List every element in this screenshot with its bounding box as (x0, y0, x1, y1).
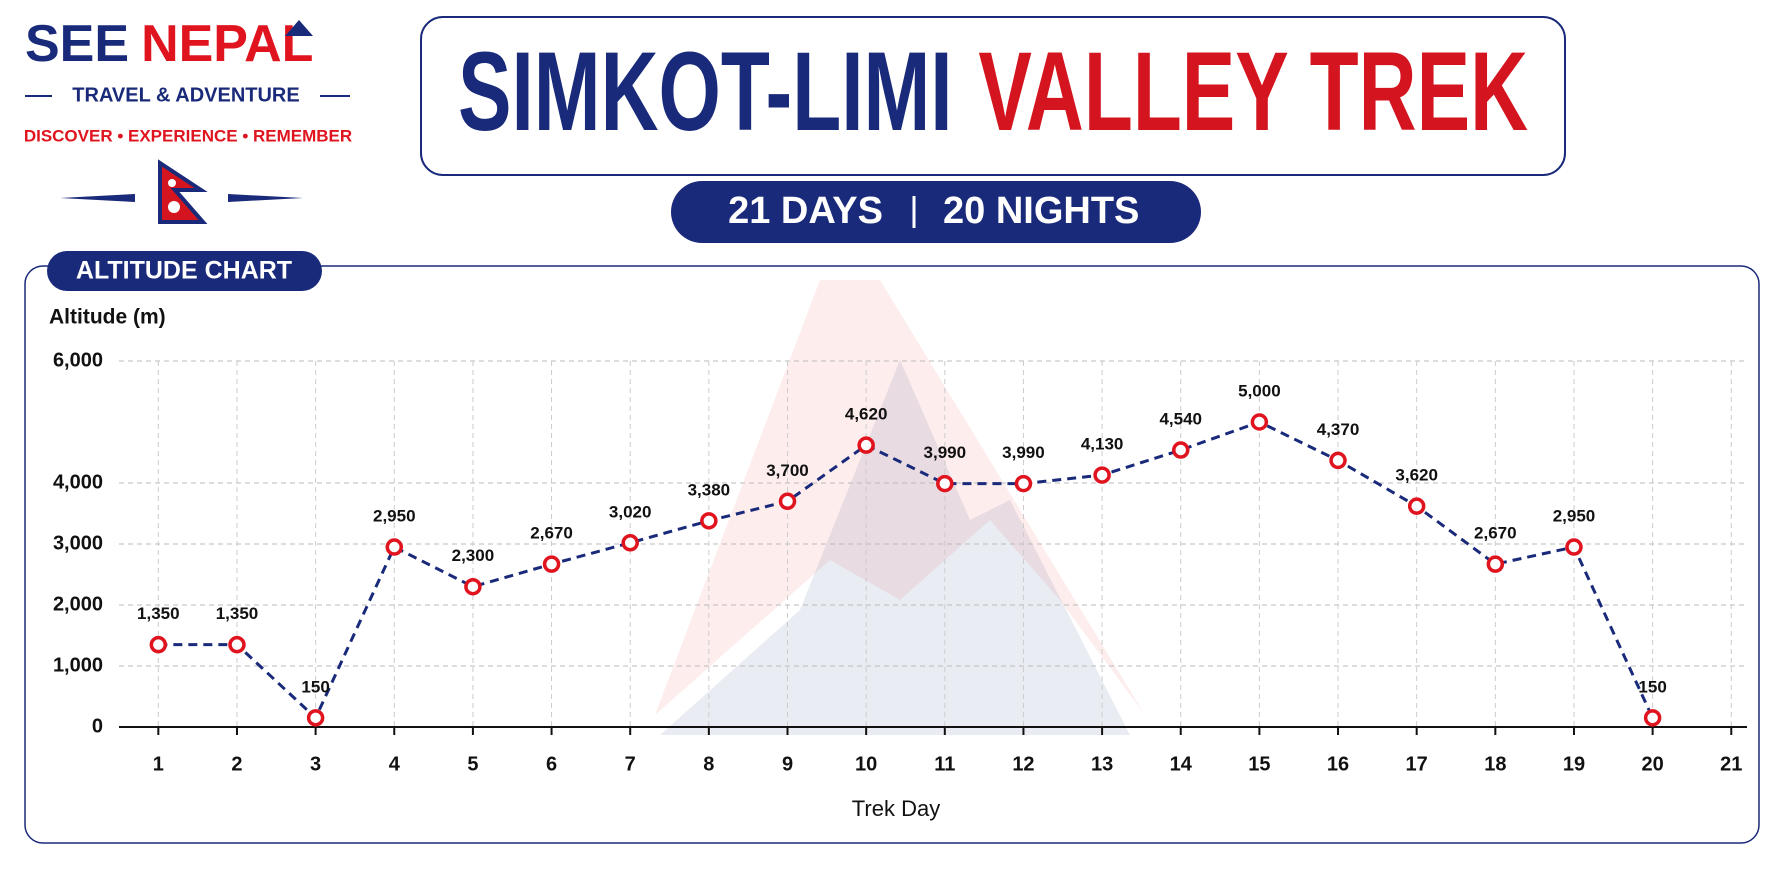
value-label: 2,670 (1474, 524, 1517, 543)
brand-sub: TRAVEL & ADVENTURE (72, 84, 299, 106)
point (149, 635, 168, 654)
x-tick-label: 7 (625, 753, 636, 775)
x-tick-label: 13 (1091, 753, 1113, 775)
value-label: 150 (301, 677, 329, 696)
point (542, 555, 561, 573)
flag (158, 159, 208, 224)
point (228, 635, 246, 654)
point (306, 709, 325, 727)
x-tick-label: 17 (1406, 753, 1428, 775)
brand-part: NEPAL (141, 15, 313, 73)
x-tick-label: 16 (1327, 753, 1349, 775)
y-tick-label: 2,000 (53, 593, 103, 615)
x-tick-label: 3 (310, 753, 321, 775)
title-part: VALLEY TREK (978, 29, 1528, 154)
motto: DISCOVER • EXPERIENCE • REMEMBER (24, 126, 352, 145)
x-tick-label: 20 (1641, 753, 1663, 775)
point (1250, 413, 1269, 431)
point (936, 474, 954, 493)
x-tick-label: 19 (1563, 753, 1585, 775)
value-label: 2,670 (530, 524, 573, 543)
value-label: 3,990 (924, 443, 967, 462)
y-tick-label: 6,000 (53, 349, 103, 371)
y-tick-label: 3,000 (53, 532, 103, 554)
altitude-line (158, 420, 1654, 721)
point (385, 538, 404, 556)
title-box (420, 16, 1566, 176)
nights: 20 NIGHTS (943, 190, 1139, 232)
x-tick-label: 14 (1170, 753, 1193, 775)
point (700, 512, 718, 530)
x-tick-label: 12 (1012, 753, 1034, 775)
value-label: 4,130 (1081, 435, 1124, 454)
flag-sun (168, 201, 180, 213)
duration-pill (671, 181, 1201, 243)
y-tick-label: 1,000 (53, 654, 103, 676)
watermark (655, 280, 1145, 715)
point (464, 577, 482, 596)
x-tick-label: 18 (1484, 753, 1506, 775)
panel-label-pill (47, 251, 322, 291)
value-label: 2,950 (373, 507, 416, 526)
x-tick-label: 2 (231, 753, 242, 775)
x-tick-label: 4 (389, 753, 401, 775)
title-part: SIMKOT-LIMI (458, 29, 953, 154)
value-label: 1,350 (216, 604, 259, 623)
point (1643, 709, 1662, 727)
value-label: 3,620 (1395, 466, 1438, 485)
title: SIMKOT-LIMIVALLEY TREK (458, 29, 1528, 154)
point (1093, 466, 1111, 484)
x-tick-label: 9 (782, 753, 793, 775)
days: 21 DAYS (728, 190, 883, 232)
value-label: 2,950 (1553, 507, 1596, 526)
point (857, 436, 875, 454)
value-label: 1,350 (137, 604, 180, 623)
x-tick-label: 15 (1248, 753, 1270, 775)
panel-label: ALTITUDE CHART (76, 257, 292, 285)
point (1329, 451, 1347, 470)
x-axis-label: Trek Day (852, 796, 940, 821)
point (1014, 474, 1033, 493)
y-axis-label: Altitude (m) (49, 306, 166, 329)
value-label: 3,700 (766, 461, 809, 480)
value-label: 5,000 (1238, 381, 1281, 400)
y-tick-label: 4,000 (53, 471, 103, 493)
value-label: 4,540 (1159, 410, 1202, 429)
x-tick-label: 21 (1720, 753, 1742, 775)
brand-part: SEE (25, 15, 129, 73)
point (1407, 497, 1426, 515)
x-tick-label: 8 (703, 753, 714, 775)
x-tick-label: 5 (467, 753, 478, 775)
ornament (60, 194, 135, 202)
x-tick-label: 11 (934, 753, 955, 775)
value-label: 3,990 (1002, 443, 1045, 462)
point (1486, 555, 1505, 573)
value-label: 3,380 (688, 480, 731, 499)
y-tick-label: 0 (92, 715, 103, 737)
brand: SEE NEPAL (25, 15, 313, 73)
chart-panel (24, 265, 1760, 844)
point (778, 492, 797, 511)
x-tick-label: 1 (153, 753, 164, 775)
logo-peak (285, 20, 313, 36)
point (621, 534, 639, 552)
ornament (228, 194, 303, 202)
value-label: 4,620 (845, 405, 888, 424)
value-label: 150 (1638, 677, 1666, 696)
point (1565, 538, 1583, 556)
value-label: 4,370 (1317, 420, 1360, 439)
value-label: 3,020 (609, 502, 652, 521)
x-tick-label: 10 (855, 753, 877, 775)
x-tick-label: 6 (546, 753, 557, 775)
watermark (660, 360, 1130, 735)
point (1171, 441, 1190, 459)
value-label: 2,300 (452, 546, 495, 565)
flag-moon (168, 179, 176, 187)
